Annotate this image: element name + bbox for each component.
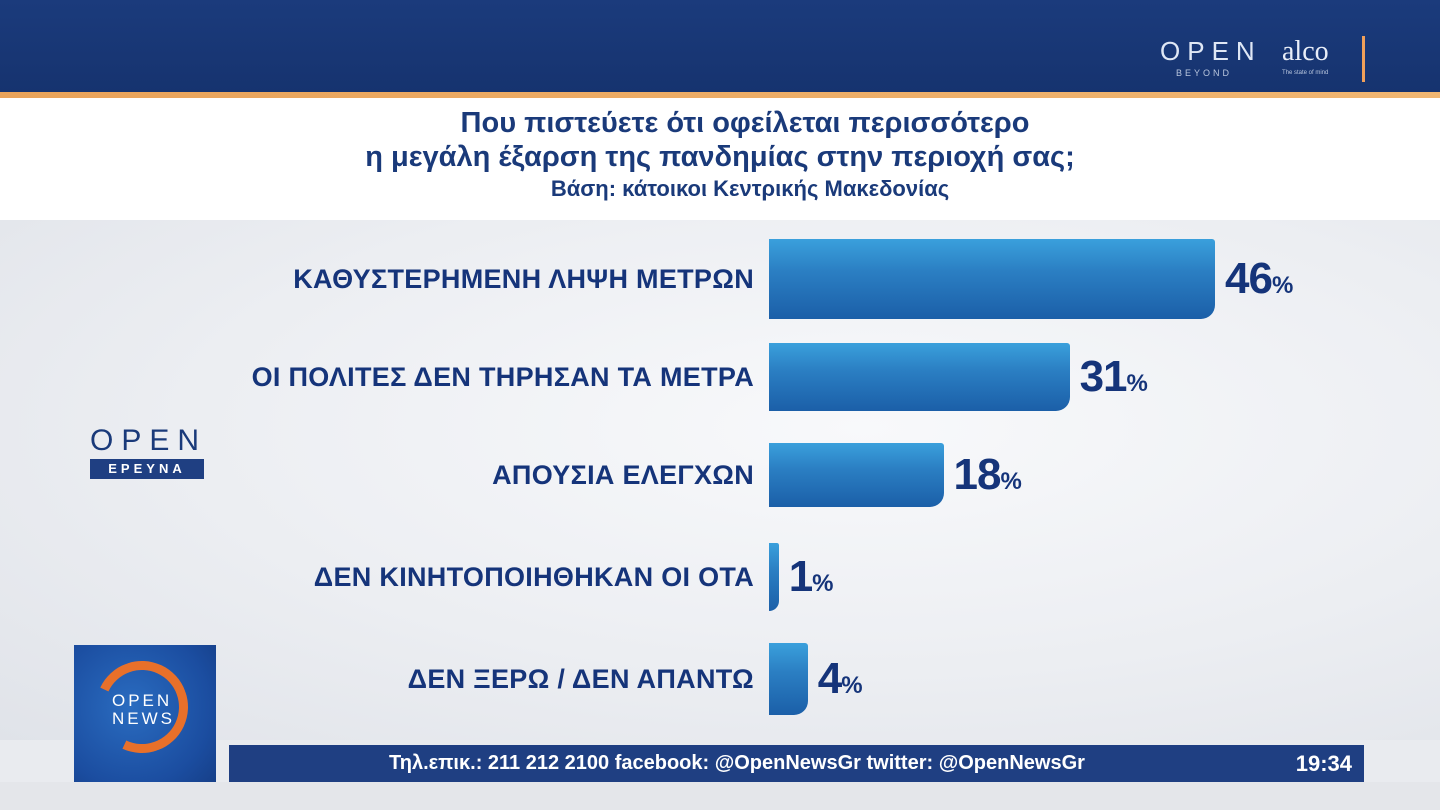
data-label-unit: % [1000, 468, 1022, 495]
open-beyond-tagline: BEYOND [1176, 68, 1233, 78]
category-label: ΑΠΟΥΣΙΑ ΕΛΕΓΧΩΝ [492, 460, 754, 490]
open-erevna-logo-bottom: ΕΡΕΥΝΑ [90, 459, 204, 479]
data-label-unit: % [1271, 272, 1294, 299]
top-banner: OPEN BEYOND alco The state of mind [0, 0, 1440, 92]
chart-subtitle: Βάση: κάτοικοι Κεντρικής Μακεδονίας [550, 176, 950, 201]
data-label-value: 46 [1225, 254, 1273, 303]
bar [769, 443, 944, 507]
ticker-contact-text: Τηλ.επικ.: 211 212 2100 facebook: @OpenN… [389, 752, 1085, 774]
bottom-strip [0, 782, 1440, 810]
category-label: ΚΑΘΥΣΤΕΡΗΜΕΝΗ ΛΗΨΗ ΜΕΤΡΩΝ [293, 264, 754, 294]
ticker-clock: 19:34 [1295, 751, 1352, 776]
data-label-value: 18 [953, 450, 1002, 499]
open-news-logo-top: OPEN [112, 691, 173, 710]
data-label: 46% [1225, 254, 1293, 314]
category-label: ΔΕΝ ΞΕΡΩ / ΔΕΝ ΑΠΑΝΤΩ [407, 664, 754, 694]
category-label: ΟΙ ΠΟΛΙΤΕΣ ΔΕΝ ΤΗΡΗΣΑΝ ΤΑ ΜΕΤΡΑ [251, 362, 754, 392]
data-label: 1% [789, 552, 834, 612]
data-label: 31% [1080, 352, 1148, 412]
title-box: Που πιστεύετε ότι οφείλεται περισσότερο … [0, 98, 1440, 220]
data-label-unit: % [812, 570, 834, 597]
data-label-value: 1 [788, 552, 814, 601]
open-erevna-logo-top: OPEN [90, 424, 208, 457]
chart-title-line2: η μεγάλη έξαρση της πανδημίας στην περιο… [365, 141, 1075, 173]
alco-logo: alco [1282, 36, 1329, 67]
alco-tagline: The state of mind [1282, 70, 1329, 76]
open-news-logo: OPEN NEWS [74, 645, 216, 783]
bar [769, 543, 779, 611]
ticker-bar: Τηλ.επικ.: 211 212 2100 facebook: @OpenN… [229, 745, 1364, 782]
bar [769, 643, 808, 715]
bar [769, 239, 1215, 319]
open-erevna-logo: OPEN ΕΡΕΥΝΑ [90, 425, 204, 479]
data-label-unit: % [1126, 370, 1148, 397]
data-label: 4% [818, 654, 863, 714]
data-label-unit: % [841, 672, 863, 699]
open-beyond-logo: OPEN [1160, 36, 1262, 66]
brand-separator [1362, 36, 1365, 82]
data-label-value: 31 [1079, 352, 1128, 401]
accent-line [0, 92, 1440, 98]
category-label: ΔΕΝ ΚΙΝΗΤΟΠΟΙΗΘΗΚΑΝ ΟΙ ΟΤΑ [313, 562, 754, 592]
data-label: 18% [954, 450, 1022, 510]
bar [769, 343, 1070, 411]
open-news-logo-bottom: NEWS [112, 709, 175, 728]
chart-title-line1: Που πιστεύετε ότι οφείλεται περισσότερο [460, 107, 1030, 139]
data-label-value: 4 [817, 654, 843, 703]
